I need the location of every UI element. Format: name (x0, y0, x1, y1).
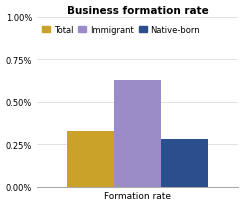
Title: Business formation rate: Business formation rate (67, 6, 209, 15)
Legend: Total, Immigrant, Native-born: Total, Immigrant, Native-born (41, 25, 201, 36)
Bar (67, 131, 114, 187)
Bar (114, 80, 161, 187)
Bar (161, 139, 208, 187)
